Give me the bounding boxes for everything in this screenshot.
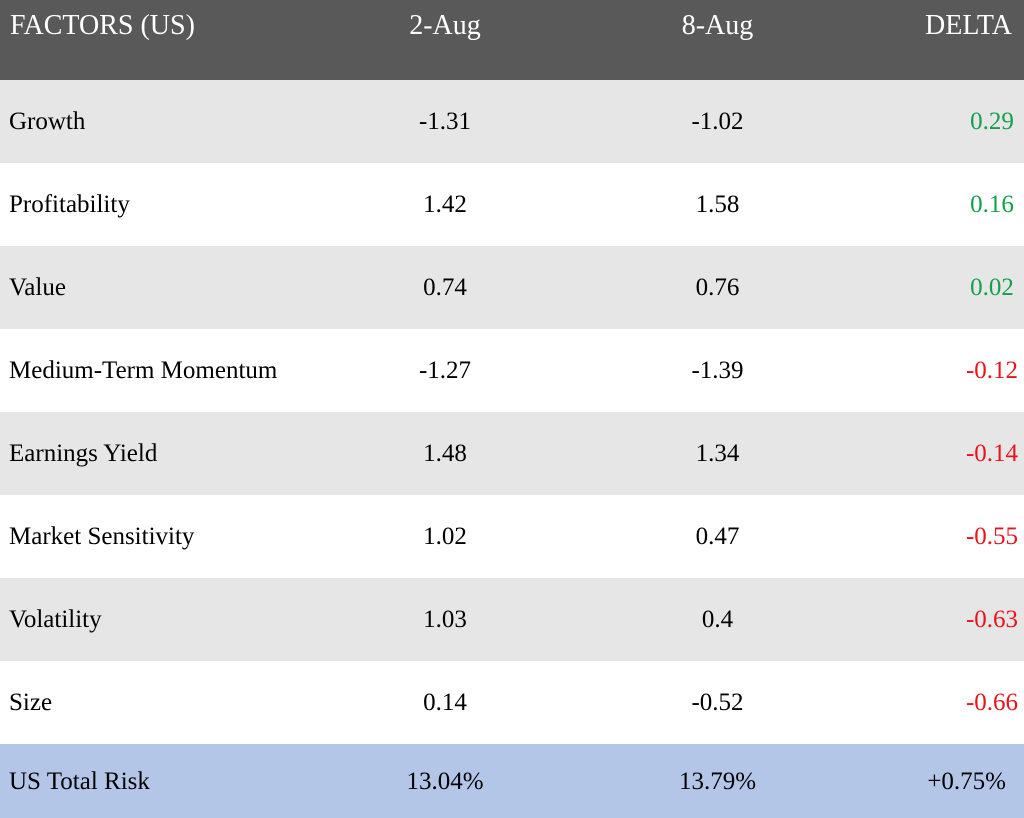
delta-value: -0.14 [965, 439, 1019, 467]
factor-name: Profitability [9, 190, 130, 218]
value-date-1: -1.27 [418, 356, 472, 384]
factor-name: Growth [9, 107, 86, 135]
table-row: Growth -1.31 -1.02 0.29 [0, 80, 1024, 163]
value-date-2: 0.4 [701, 605, 734, 633]
header-delta: DELTA [925, 10, 1012, 41]
delta-value: 0.29 [970, 107, 1014, 135]
value-date-1: 1.03 [423, 605, 467, 633]
factor-name: Volatility [9, 605, 102, 633]
value-date-2: 1.34 [695, 439, 740, 467]
factor-name: Value [9, 273, 66, 301]
value-date-1: 0.14 [423, 688, 467, 716]
factor-name: Medium-Term Momentum [9, 356, 278, 384]
total-label: US Total Risk [9, 767, 150, 795]
table-row: Value 0.74 0.76 0.02 [0, 246, 1024, 329]
value-date-2: -1.02 [691, 107, 744, 135]
value-date-1: 1.02 [423, 522, 467, 550]
delta-value: 0.16 [970, 190, 1014, 218]
total-row: US Total Risk 13.04% 13.79% +0.75% [0, 744, 1024, 818]
header-date-1: 2-Aug [409, 10, 481, 41]
delta-value: -0.66 [965, 688, 1019, 716]
delta-value: -0.63 [965, 605, 1019, 633]
delta-value: -0.12 [965, 356, 1019, 384]
table-row: Earnings Yield 1.48 1.34 -0.14 [0, 412, 1024, 495]
header-row: FACTORS (US) 2-Aug 8-Aug DELTA [0, 0, 1024, 80]
value-date-2: 0.76 [695, 273, 740, 301]
value-date-1: 1.42 [423, 190, 467, 218]
value-date-1: 0.74 [423, 273, 467, 301]
value-date-2: 1.58 [695, 190, 740, 218]
factor-name: Market Sensitivity [9, 522, 195, 550]
header-date-2: 8-Aug [681, 10, 754, 41]
table-row: Medium-Term Momentum -1.27 -1.39 -0.12 [0, 329, 1024, 412]
value-date-1: -1.31 [418, 107, 472, 135]
value-date-2: -0.52 [691, 688, 744, 716]
delta-value: -0.55 [965, 522, 1019, 550]
total-date-2: 13.79% [678, 767, 757, 795]
factor-name: Earnings Yield [9, 439, 158, 467]
total-delta: +0.75% [927, 767, 1006, 795]
value-date-2: -1.39 [691, 356, 744, 384]
value-date-1: 1.48 [423, 439, 467, 467]
table-row: Market Sensitivity 1.02 0.47 -0.55 [0, 495, 1024, 578]
value-date-2: 0.47 [695, 522, 740, 550]
factor-name: Size [9, 688, 53, 716]
total-date-1: 13.04% [406, 767, 484, 795]
table-row: Size 0.14 -0.52 -0.66 [0, 661, 1024, 744]
table-row: Profitability 1.42 1.58 0.16 [0, 163, 1024, 246]
table-row: Volatility 1.03 0.4 -0.63 [0, 578, 1024, 661]
delta-value: 0.02 [970, 273, 1014, 301]
header-factors: FACTORS (US) [10, 10, 195, 41]
